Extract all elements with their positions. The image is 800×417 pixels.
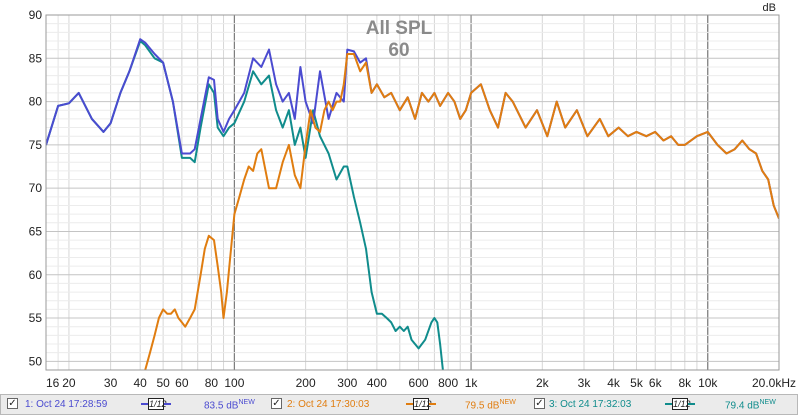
smoothing-control-1[interactable]: 1/12 [141,397,171,411]
x-tick-label: 50 [156,376,170,390]
spl-value-text-2: 79.5 dB [465,400,500,412]
spl-value-3: 79.4 dBNEW [725,399,776,411]
plot-frame [45,14,780,371]
y-tick-label: 90 [29,8,43,22]
x-tick-label: 40 [134,376,148,390]
x-tick-label: 60 [175,376,189,390]
legend-label-2[interactable]: 2: Oct 24 17:30:03 [287,399,370,410]
checkbox-series-1[interactable]: ✓ [7,398,18,409]
y-tick-label: 85 [29,51,43,65]
x-tick-label: 80 [205,376,219,390]
x-tick-label: 2k [536,376,550,390]
line-swatch-left-1 [141,403,148,405]
x-tick-label: 10k [698,376,718,390]
y-axis-unit: dB [763,2,776,14]
smoothing-control-3[interactable]: 1/12 [665,397,695,411]
x-tick-label: 3k [578,376,592,390]
x-tick-label: 30 [104,376,118,390]
line-swatch-right-1 [164,403,171,405]
spl-value-2: 79.5 dBNEW [465,399,516,411]
legend-label-3[interactable]: 3: Oct 24 17:32:03 [549,399,632,410]
spl-badge-1: NEW [238,399,255,406]
y-tick-label: 75 [29,138,43,152]
line-swatch-left-2 [406,403,413,405]
checkbox-series-3[interactable]: ✓ [534,398,545,409]
legend-label-1[interactable]: 1: Oct 24 17:28:59 [25,399,108,410]
x-tick-label: 20.0kHz [752,376,796,390]
y-tick-labels: 50 55 60 65 70 75 80 85 90 [29,8,43,368]
spl-badge-3: NEW [759,399,776,406]
y-tick-label: 65 [29,224,43,238]
smoothing-value-2: 1/12 [413,398,432,410]
legend-bar: ✓ 1: Oct 24 17:28:59 1/12 83.5 dBNEW ✓ 2… [0,394,798,415]
smoothing-value-1: 1/12 [148,398,167,410]
x-tick-label: 6k [649,376,663,390]
y-tick-label: 70 [29,181,43,195]
chart-title: All SPL [366,18,433,39]
spl-value-text-1: 83.5 dB [204,400,239,412]
y-tick-label: 60 [29,268,43,282]
plot-area[interactable] [46,15,779,370]
series-line-2 [144,53,779,370]
x-tick-label: 4k [607,376,621,390]
x-tick-label: 1k [465,376,479,390]
y-tick-label: 50 [29,354,43,368]
line-swatch-left-3 [665,403,672,405]
smoothing-control-2[interactable]: 1/12 [406,397,436,411]
x-tick-label: 200 [296,376,316,390]
x-tick-label: 5k [630,376,644,390]
smoothing-value-3: 1/12 [672,398,691,410]
x-tick-label: 800 [438,376,458,390]
series-lines [46,38,779,370]
series-line-3 [46,40,444,370]
x-tick-label: 20 [62,376,76,390]
checkbox-series-2[interactable]: ✓ [271,398,282,409]
line-swatch-right-3 [688,403,695,405]
spl-badge-2: NEW [499,399,516,406]
grid-lines [45,14,780,370]
spl-value-text-3: 79.4 dB [725,400,760,412]
spl-chart: 50 55 60 65 70 75 80 85 90 16 20 30 40 50 60 80 100 200 3… [29,2,796,390]
x-tick-label: 16 [46,376,60,390]
x-tick-label: 100 [224,376,244,390]
line-swatch-right-2 [429,403,436,405]
x-tick-label: 300 [337,376,357,390]
x-tick-label: 600 [409,376,429,390]
spl-value-1: 83.5 dBNEW [204,399,255,411]
y-tick-label: 80 [29,95,43,109]
x-tick-label: 400 [367,376,387,390]
x-tick-labels: 16 20 30 40 50 60 80 100 200 300 400 600 800 1k 2k 3k 4k… [46,376,796,390]
x-tick-label: 8k [678,376,692,390]
y-tick-label: 55 [29,311,43,325]
chart-subtitle: 60 [388,40,409,61]
